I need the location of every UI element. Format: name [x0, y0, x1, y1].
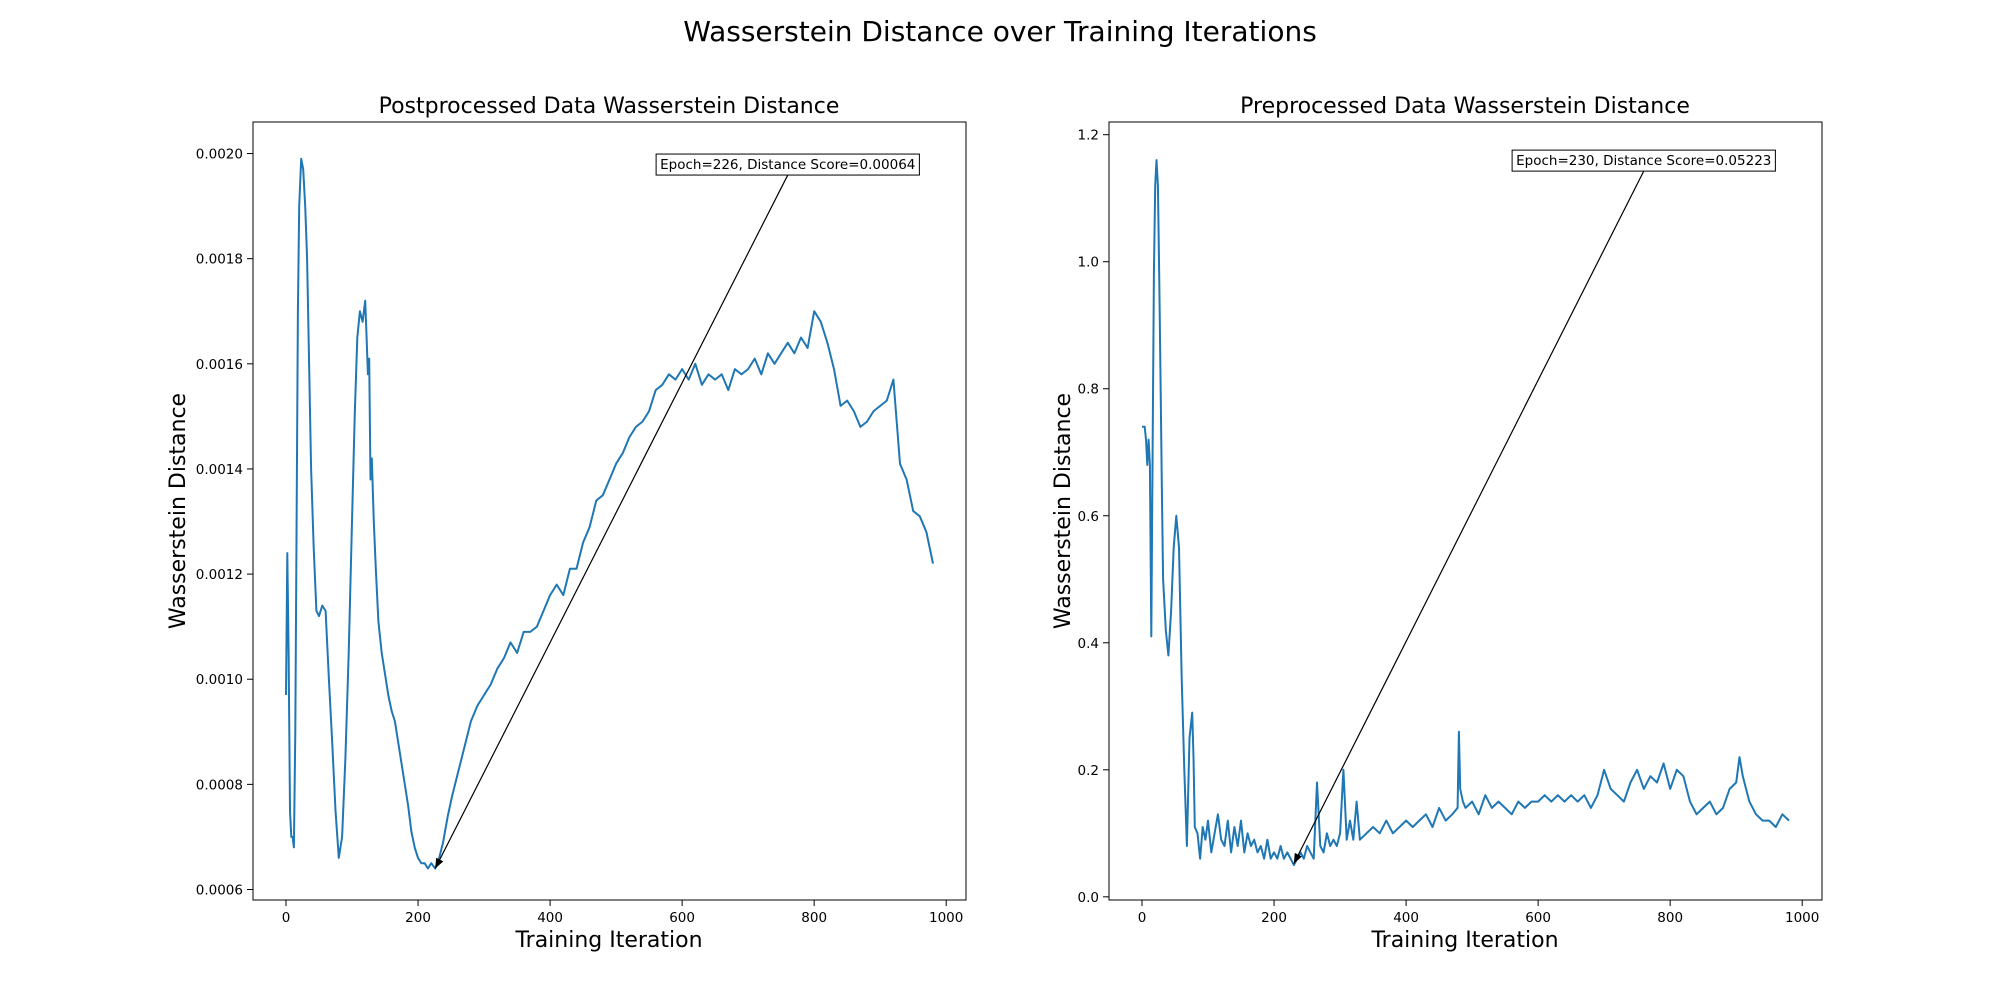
annotation-arrow-head	[435, 857, 444, 869]
x-tick-label: 400	[1393, 910, 1419, 926]
x-tick-label: 800	[1657, 910, 1683, 926]
y-tick-label: 0.0	[1078, 890, 1099, 906]
x-tick-label: 400	[537, 910, 563, 926]
annotation-arrow-head	[1293, 852, 1302, 864]
x-tick-label: 800	[801, 910, 827, 926]
axis-ticks: 0 200 400 600 800 1000 0.0 0.2 0.4 0.6 0.8 1.0 1.2	[1078, 128, 1820, 926]
series-line	[1142, 159, 1790, 867]
plot-area	[285, 157, 934, 870]
panel-postprocessed: Postprocessed Data Wasserstein Distance …	[166, 94, 967, 953]
x-tick-label: 1000	[929, 910, 963, 926]
x-axis-label: Training Iteration	[1370, 928, 1558, 953]
y-tick-label: 0.0010	[196, 672, 243, 688]
axes-frame	[252, 121, 967, 901]
annotation: Epoch=226, Distance Score=0.00064	[434, 153, 920, 869]
x-tick-label: 1000	[1785, 910, 1819, 926]
y-tick-label: 0.0006	[196, 882, 243, 898]
annotation-box	[655, 153, 920, 176]
y-tick-label: 1.0	[1078, 255, 1099, 271]
panel-title: Postprocessed Data Wasserstein Distance	[379, 94, 840, 119]
y-tick-label: 0.0012	[196, 567, 243, 583]
annotation: Epoch=230, Distance Score=0.05223	[1293, 149, 1776, 864]
axes-frame	[1108, 121, 1823, 901]
annotation-text: Epoch=230, Distance Score=0.05223	[1516, 153, 1771, 169]
annotation-arrow-line	[1293, 170, 1645, 864]
x-tick-label: 0	[282, 910, 291, 926]
x-axis-label: Training Iteration	[514, 928, 702, 953]
y-tick-label: 0.0016	[196, 357, 243, 373]
y-tick-label: 1.2	[1078, 128, 1099, 144]
x-tick-label: 600	[669, 910, 695, 926]
annotation-text: Epoch=226, Distance Score=0.00064	[660, 157, 915, 173]
y-tick-label: 0.0014	[196, 462, 243, 478]
axis-ticks: 0 200 400 600 800 1000 0.0006 0.0008 0.0010 0.001…	[196, 147, 964, 926]
y-tick-label: 0.6	[1078, 509, 1099, 525]
y-tick-label: 0.4	[1078, 636, 1099, 652]
y-tick-label: 0.0020	[196, 147, 243, 163]
panel-title: Preprocessed Data Wasserstein Distance	[1240, 94, 1690, 119]
y-tick-label: 0.8	[1078, 382, 1099, 398]
y-tick-label: 0.2	[1078, 763, 1099, 779]
y-axis-label: Wasserstein Distance	[166, 393, 191, 629]
x-tick-label: 200	[405, 910, 431, 926]
x-tick-label: 600	[1525, 910, 1551, 926]
y-axis-label: Wasserstein Distance	[1051, 393, 1076, 629]
panel-preprocessed: Preprocessed Data Wasserstein Distance T…	[1051, 94, 1823, 953]
annotation-box	[1511, 149, 1776, 172]
annotation-arrow-line	[434, 174, 789, 869]
figure-title: Wasserstein Distance over Training Itera…	[683, 15, 1317, 48]
x-tick-label: 0	[1138, 910, 1147, 926]
plot-area	[1142, 159, 1790, 867]
series-line	[285, 157, 934, 870]
y-tick-label: 0.0008	[196, 777, 243, 793]
y-tick-label: 0.0018	[196, 252, 243, 268]
x-tick-label: 200	[1261, 910, 1287, 926]
